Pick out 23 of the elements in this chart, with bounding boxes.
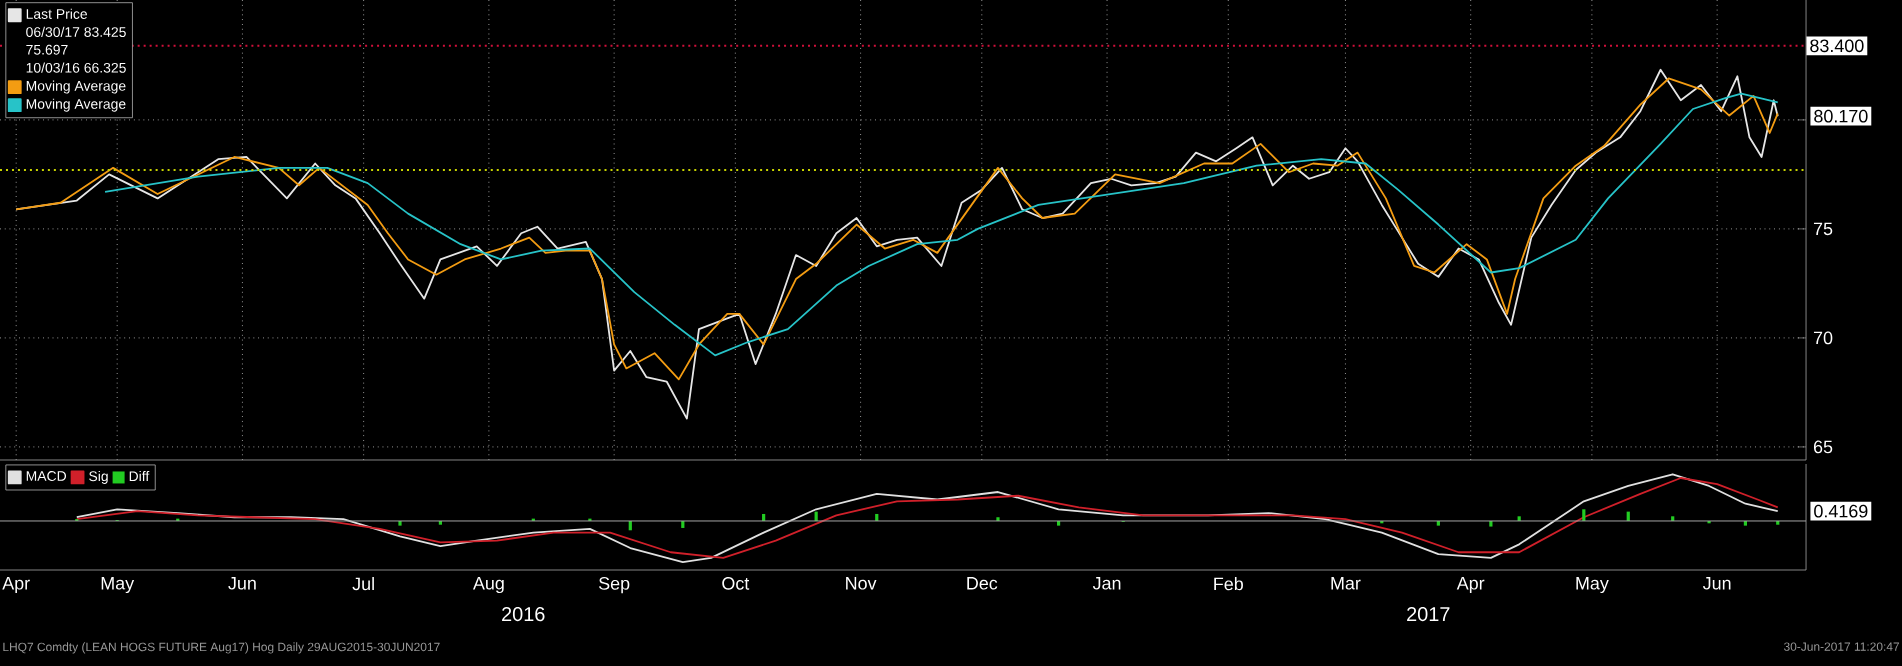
text: 2016 [502,607,545,622]
y-tick-label: 65 [1813,440,1833,454]
x-tick-label: May [101,577,135,594]
x-tick-label: Sep [599,577,630,594]
annotation: 0.4169 [1814,504,1868,518]
x-tick-label: Aug [472,577,504,594]
x-tick-label: Jun [228,577,256,590]
ref-line-label: 83.400 [1810,39,1864,53]
x-tick-label: Apr [1456,577,1485,594]
x-tick-label: Dec [967,577,998,590]
x-tick-label: May [1576,577,1609,594]
x-tick-label: Jul [352,577,374,591]
annotation: 80.170 [1814,109,1868,123]
x-tick-label: Jun [1702,577,1731,590]
y-tick-label: 70 [1813,331,1833,345]
x-tick-label: Jan [1092,577,1121,590]
y-tick-label: 75 [1813,222,1833,236]
x-tick-label: Mar [1331,577,1361,590]
x-tick-label: Feb [1214,577,1243,591]
x-tick-label: Nov [846,577,877,590]
x-tick-label: Apr [2,577,30,594]
x-tick-label: Oct [722,577,750,590]
text: 2017 [1407,607,1450,622]
